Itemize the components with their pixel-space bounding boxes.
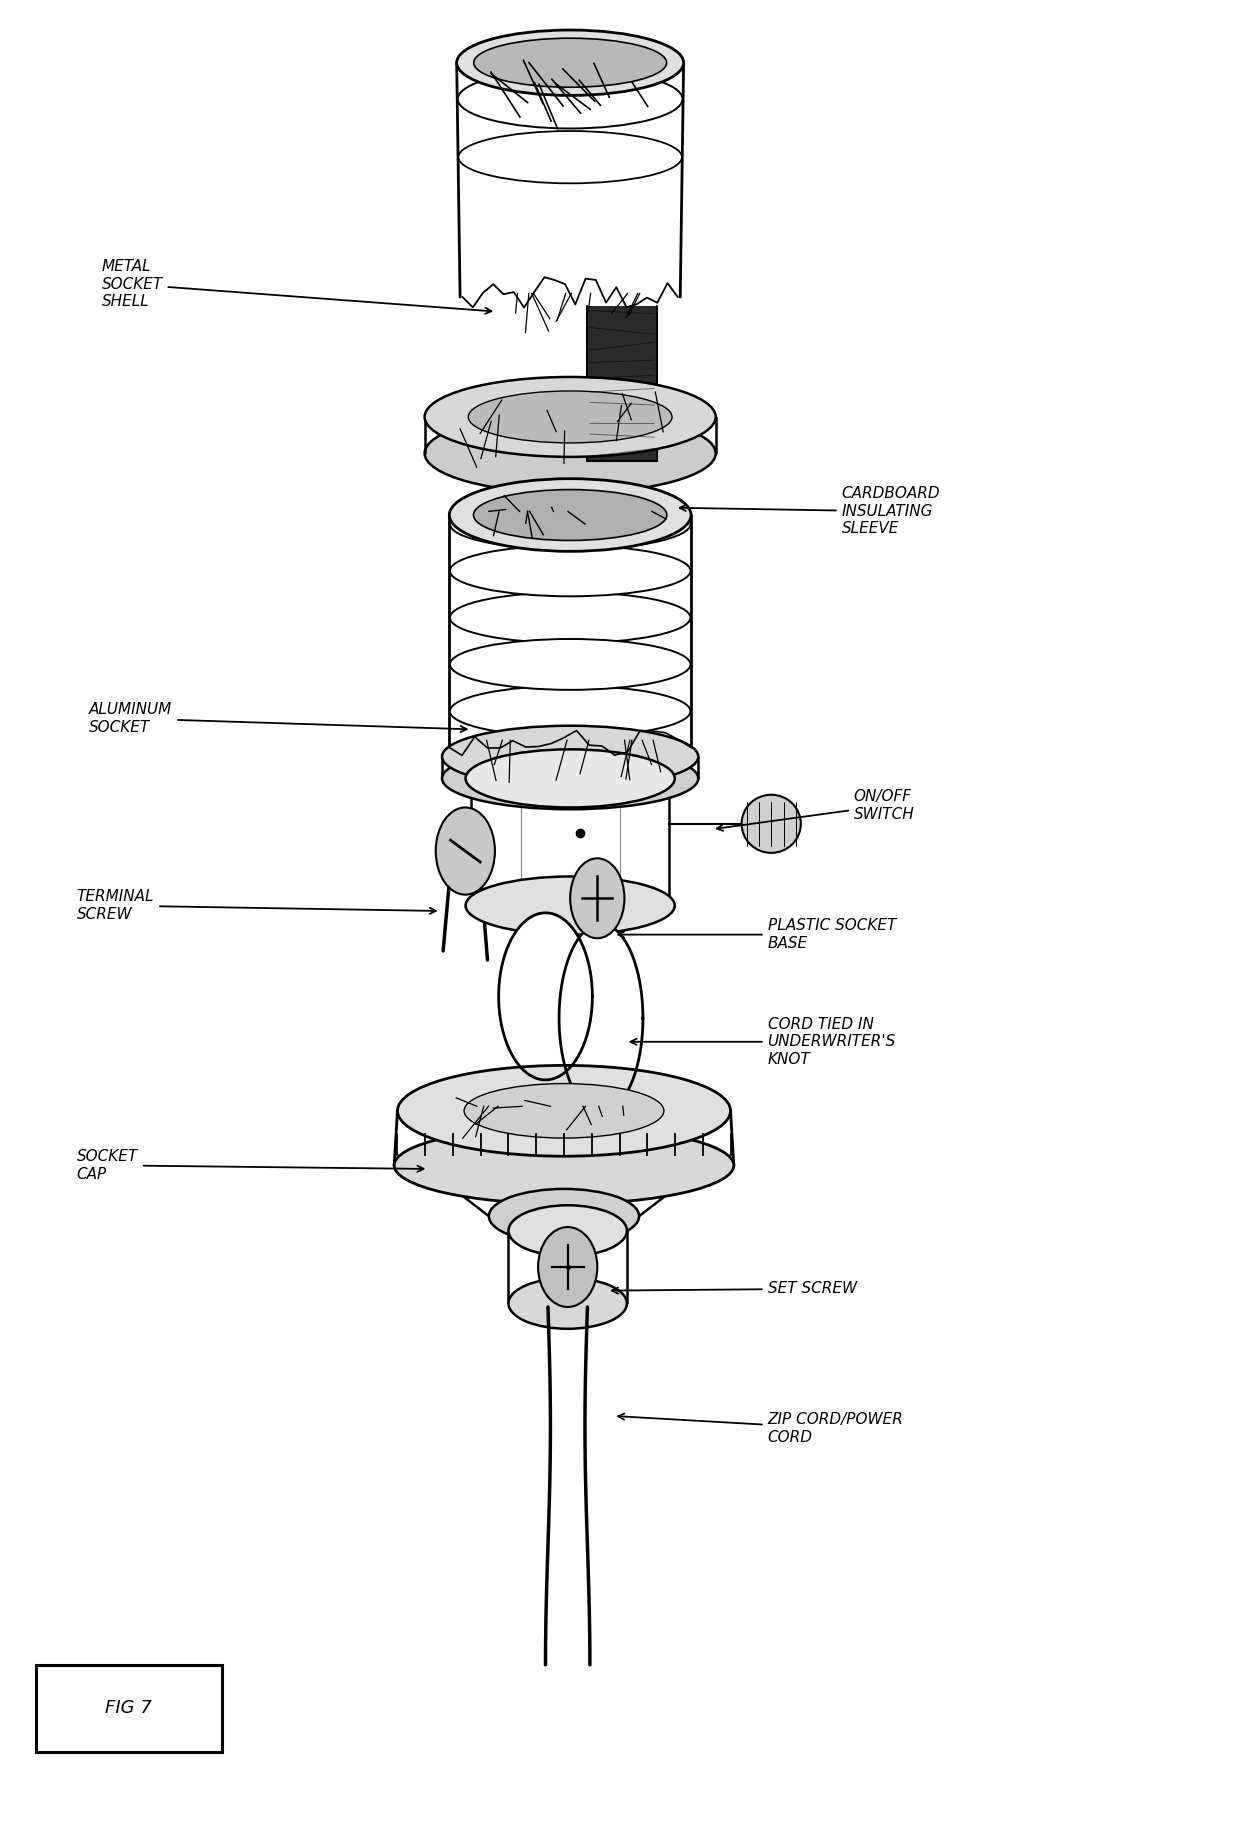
Text: METAL
SOCKET
SHELL: METAL SOCKET SHELL	[102, 259, 492, 313]
Ellipse shape	[466, 749, 675, 807]
Ellipse shape	[473, 490, 667, 541]
Ellipse shape	[466, 876, 675, 935]
Ellipse shape	[436, 807, 494, 895]
Ellipse shape	[457, 29, 684, 95]
Ellipse shape	[538, 1226, 597, 1306]
Ellipse shape	[742, 794, 800, 853]
Ellipse shape	[489, 1190, 639, 1243]
Ellipse shape	[450, 499, 690, 550]
Text: PLASTIC SOCKET
BASE: PLASTIC SOCKET BASE	[618, 918, 896, 951]
Polygon shape	[498, 913, 592, 1080]
Polygon shape	[559, 924, 643, 1113]
Ellipse shape	[458, 131, 681, 184]
Ellipse shape	[450, 545, 690, 596]
Ellipse shape	[442, 747, 699, 809]
Text: SOCKET
CAP: SOCKET CAP	[77, 1150, 424, 1181]
Ellipse shape	[508, 1206, 627, 1255]
Text: CORD TIED IN
UNDERWRITER'S
KNOT: CORD TIED IN UNDERWRITER'S KNOT	[631, 1017, 896, 1066]
Text: CARDBOARD
INSULATING
SLEEVE: CARDBOARD INSULATING SLEEVE	[680, 486, 940, 536]
Text: SET SCREW: SET SCREW	[612, 1281, 856, 1295]
Ellipse shape	[465, 1084, 664, 1139]
Text: FIG 7: FIG 7	[105, 1700, 152, 1718]
Text: ALUMINUM
SOCKET: ALUMINUM SOCKET	[89, 701, 467, 734]
Ellipse shape	[570, 858, 624, 938]
Ellipse shape	[425, 377, 716, 457]
Ellipse shape	[458, 69, 683, 129]
Text: TERMINAL
SCREW: TERMINAL SCREW	[77, 889, 436, 922]
Ellipse shape	[468, 392, 672, 443]
Text: ZIP CORD/POWER
CORD: ZIP CORD/POWER CORD	[618, 1412, 903, 1445]
Ellipse shape	[450, 685, 690, 736]
Ellipse shape	[394, 1126, 733, 1204]
Ellipse shape	[398, 1066, 731, 1157]
Polygon shape	[587, 306, 657, 461]
Ellipse shape	[450, 592, 690, 643]
Text: ON/OFF
SWITCH: ON/OFF SWITCH	[716, 789, 914, 831]
Ellipse shape	[425, 414, 716, 494]
Ellipse shape	[442, 725, 699, 787]
Ellipse shape	[450, 640, 690, 691]
Ellipse shape	[508, 1277, 627, 1328]
Ellipse shape	[450, 479, 691, 552]
Ellipse shape	[473, 38, 667, 87]
